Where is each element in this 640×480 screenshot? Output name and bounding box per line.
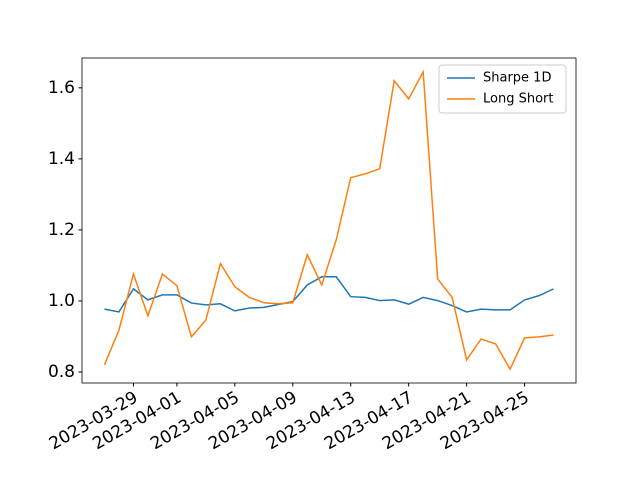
y-tick-label: 1.2 [48,220,75,240]
legend-box [438,64,567,114]
legend-label: Sharpe 1D [483,71,551,86]
plot-frame [81,57,577,384]
legend: Sharpe 1D Long Short [438,64,567,114]
series-line [103,69,554,371]
y-tick-label: 0.8 [48,362,75,382]
y-tick-label: 1.4 [48,149,75,169]
y-tick-label: 1.6 [48,78,75,98]
legend-label: Long Short [483,92,553,107]
y-tick-label: 1.0 [48,291,75,311]
